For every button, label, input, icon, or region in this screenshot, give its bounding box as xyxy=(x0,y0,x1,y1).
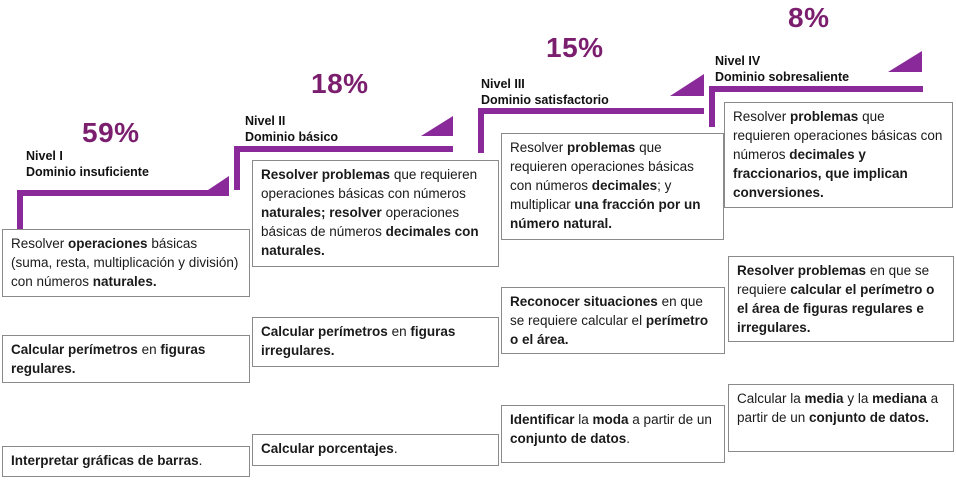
step-4-riser xyxy=(709,86,715,127)
step-1-tread xyxy=(17,190,229,196)
skill-text-segment: problemas xyxy=(567,140,636,155)
skill-text-segment: y la xyxy=(843,391,873,406)
skill-text-segment: operaciones básicas de números xyxy=(261,205,460,239)
skill-text-segment: operaciones xyxy=(68,236,148,251)
skill-text-segment: decimales con naturales. xyxy=(261,224,479,258)
skill-text-segment: . xyxy=(393,441,398,456)
skill-text-segment: Calcular perímetros xyxy=(11,342,138,357)
level-4-domain: Dominio sobresaliente xyxy=(715,70,850,84)
skill-text-segment: una fracción por un número natural. xyxy=(510,197,701,231)
step-2-riser xyxy=(234,146,240,190)
level-4-name: Nivel IV xyxy=(715,54,761,68)
step-4-tread xyxy=(709,86,923,92)
level-2-skill-1: Resolver problemas que requieren operaci… xyxy=(252,160,499,267)
skill-text-segment: Calcular porcentajes xyxy=(261,441,394,456)
skill-text-segment: Reconocer situaciones xyxy=(510,294,658,309)
level-1-domain: Dominio insuficiente xyxy=(26,165,149,179)
level-3-label: Nivel III Dominio satisfactorio xyxy=(481,76,609,108)
skill-text-segment: naturales; resolver xyxy=(261,205,382,220)
skill-text-segment: en xyxy=(137,342,161,357)
step-2-wedge xyxy=(421,116,453,136)
step-1-riser xyxy=(17,190,23,230)
step-1-wedge xyxy=(199,176,229,196)
skill-text-segment: en que se requiere calcular el xyxy=(510,294,703,328)
skill-text-segment: a partir de un xyxy=(628,412,712,427)
skill-text-segment: Resolver xyxy=(733,109,791,124)
skill-text-segment: moda xyxy=(592,412,629,427)
level-1-name: Nivel I xyxy=(26,149,63,163)
step-4-wedge xyxy=(888,51,922,72)
skill-text-segment: que requieren operaciones básicas con nú… xyxy=(510,140,694,193)
level-4-skill-3: Calcular la media y la mediana a partir … xyxy=(728,384,954,452)
level-3-skill-2: Reconocer situaciones en que se requiere… xyxy=(501,287,725,354)
level-3-skill-3: Identificar la moda a partir de un conju… xyxy=(501,405,725,463)
skill-text-segment: conjunto de datos. xyxy=(809,410,930,425)
skill-text-segment: a partir de un xyxy=(737,391,939,425)
level-3-skill-1: Resolver problemas que requieren operaci… xyxy=(501,133,724,240)
level-1-skill-1: Resolver operaciones básicas (suma, rest… xyxy=(2,229,250,297)
skill-text-segment: conjunto de datos xyxy=(510,431,627,446)
level-1-skill-3: Interpretar gráficas de barras. xyxy=(2,446,250,477)
step-2-tread xyxy=(234,146,453,152)
skill-text-segment: perímetro o el área. xyxy=(510,313,709,347)
level-2-domain: Dominio básico xyxy=(245,130,339,144)
skill-text-segment: calcular el perímetro o el área de figur… xyxy=(737,282,935,335)
skill-text-segment: Identificar xyxy=(510,412,575,427)
skill-text-segment: la xyxy=(574,412,593,427)
skill-text-segment: que requieren operaciones básicas con nú… xyxy=(261,167,478,201)
level-1-skill-2: Calcular perímetros en figuras regulares… xyxy=(2,335,250,383)
level-2-label: Nivel II Dominio básico xyxy=(245,113,338,145)
step-3-tread xyxy=(478,108,704,114)
level-4-label: Nivel IV Dominio sobresaliente xyxy=(715,53,849,85)
skill-text-segment: figuras regulares. xyxy=(11,342,206,376)
level-3-domain: Dominio satisfactorio xyxy=(481,93,609,107)
skill-text-segment: decimales xyxy=(591,178,658,193)
skill-text-segment: media xyxy=(804,391,844,406)
skill-text-segment: decimales y fraccionarios, que implican … xyxy=(733,147,908,200)
skill-text-segment: mediana xyxy=(872,391,927,406)
level-2-skill-2: Calcular perímetros en figuras irregular… xyxy=(252,317,499,367)
skill-text-segment: Calcular la xyxy=(737,391,805,406)
skill-text-segment: naturales. xyxy=(92,274,157,289)
level-4-percent: 8% xyxy=(788,2,830,33)
level-3-name: Nivel III xyxy=(481,77,525,91)
skill-text-segment: en que se requiere xyxy=(737,263,930,297)
level-4-skill-2: Resolver problemas en que se requiere ca… xyxy=(728,256,954,342)
level-3-percent: 15% xyxy=(546,32,604,63)
skill-text-segment: Resolver problemas xyxy=(737,263,867,278)
skill-text-segment: en xyxy=(387,324,411,339)
skill-text-segment: ; y multiplicar xyxy=(510,178,672,212)
skill-text-segment: Resolver xyxy=(510,140,568,155)
skill-text-segment: que requieren operaciones básicas con nú… xyxy=(733,109,943,162)
level-2-percent: 18% xyxy=(311,68,369,99)
level-1-percent: 59% xyxy=(82,117,140,148)
level-1-label: Nivel I Dominio insuficiente xyxy=(26,148,149,180)
skill-text-segment: . xyxy=(626,431,631,446)
skill-text-segment: . xyxy=(198,453,203,468)
skill-text-segment: Resolver problemas xyxy=(261,167,391,182)
skill-text-segment: básicas (suma, resta, multiplicación y d… xyxy=(11,236,239,289)
level-4-skill-1: Resolver problemas que requieren operaci… xyxy=(724,102,953,208)
skill-text-segment: figuras irregulares. xyxy=(261,324,456,358)
skill-text-segment: Resolver xyxy=(11,236,69,251)
level-2-skill-3: Calcular porcentajes. xyxy=(252,434,499,466)
step-3-riser xyxy=(478,108,484,153)
level-2-name: Nivel II xyxy=(245,114,286,128)
skill-text-segment: Interpretar gráficas de barras xyxy=(11,453,199,468)
skill-text-segment: Calcular perímetros xyxy=(261,324,388,339)
step-3-wedge xyxy=(670,74,704,96)
skill-text-segment: problemas xyxy=(790,109,859,124)
